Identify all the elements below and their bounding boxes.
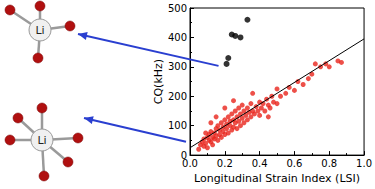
- svg-text:Longitudinal Strain Index (LSI: Longitudinal Strain Index (LSI): [194, 172, 360, 185]
- svg-text:0.8: 0.8: [321, 158, 337, 169]
- svg-text:CQ(kHz): CQ(kHz): [152, 59, 165, 104]
- svg-text:100: 100: [168, 120, 187, 131]
- svg-text:200: 200: [168, 91, 187, 102]
- svg-text:1.0: 1.0: [356, 158, 372, 169]
- svg-text:500: 500: [168, 3, 187, 14]
- svg-text:0.6: 0.6: [286, 158, 302, 169]
- svg-text:Li: Li: [35, 24, 44, 37]
- svg-text:Li: Li: [37, 134, 46, 147]
- svg-text:0.2: 0.2: [217, 158, 233, 169]
- svg-text:300: 300: [168, 61, 187, 72]
- svg-text:0.4: 0.4: [252, 158, 268, 169]
- svg-text:400: 400: [168, 32, 187, 43]
- svg-text:0.0: 0.0: [182, 158, 198, 169]
- svg-text:0: 0: [180, 149, 187, 161]
